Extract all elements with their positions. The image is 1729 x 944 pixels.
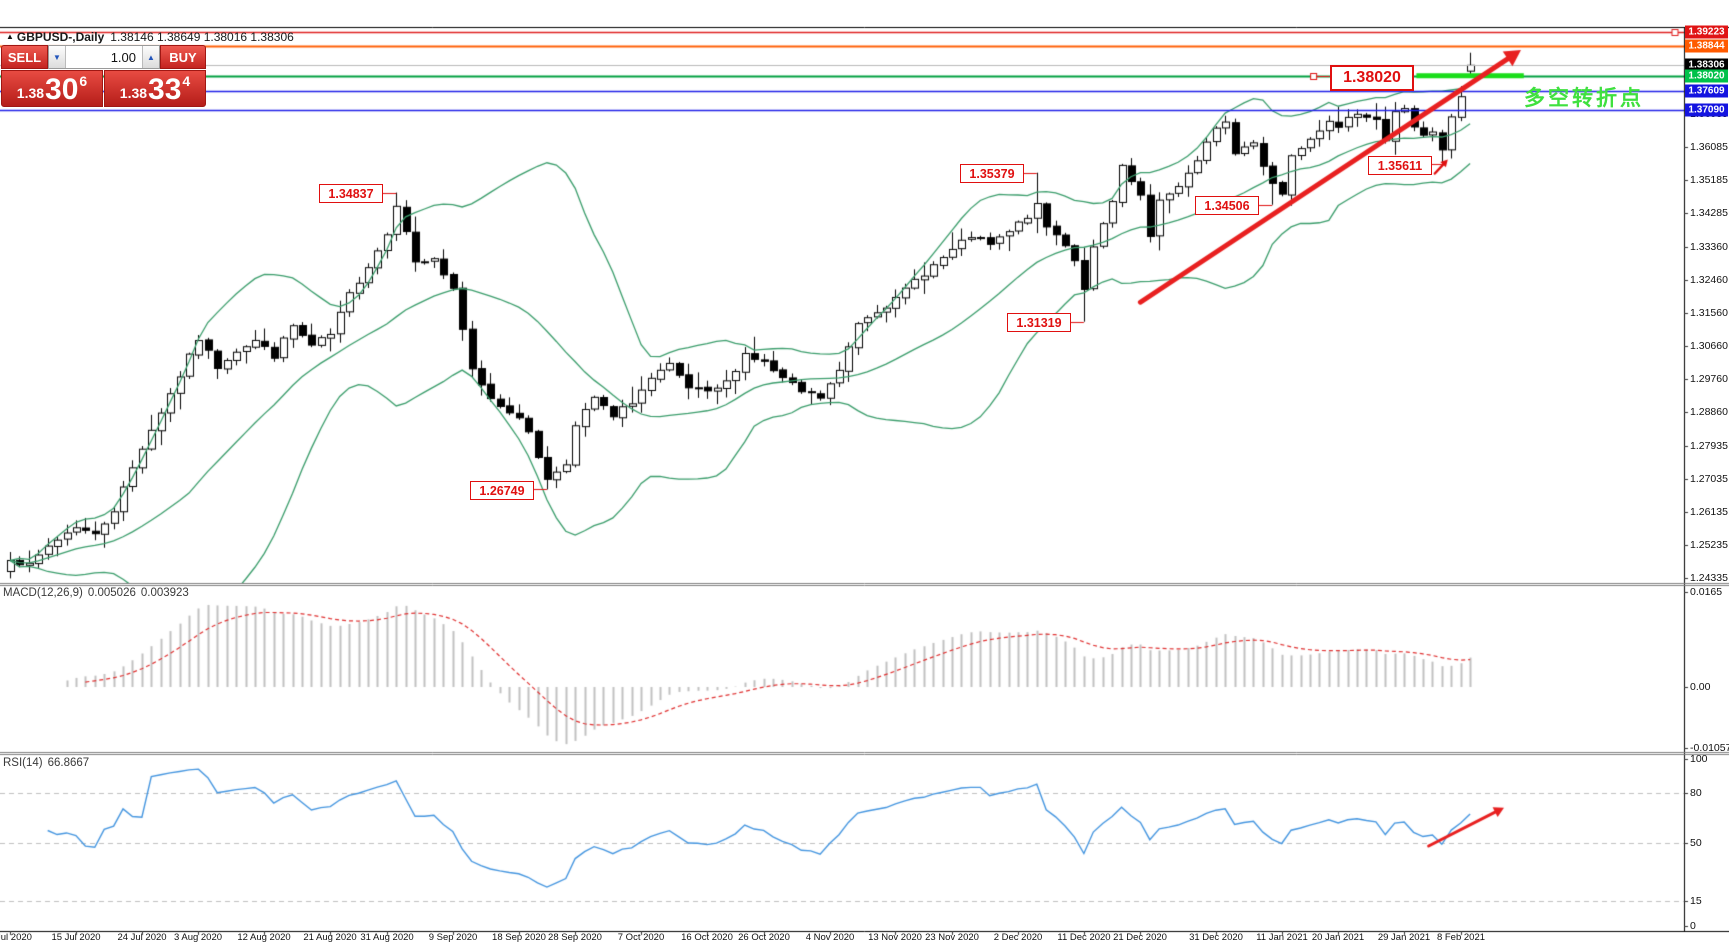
price-line-badge: 1.39223 [1685,25,1728,39]
price-axis-tick: 1.25235 [1690,539,1728,551]
price-annotation[interactable]: 1.35379 [960,164,1024,183]
price-line-badge: 1.38844 [1685,39,1728,53]
date-axis-label: 23 Nov 2020 [925,932,979,943]
buy-price[interactable]: 1.38 33 4 [104,70,206,107]
date-axis-label: 20 Jan 2021 [1311,932,1365,943]
rsi-axis-tick: 80 [1690,787,1702,799]
one-click-trading-panel: SELL ▼ 1.00 ▲ BUY 1.38 30 6 1.38 33 4 [1,45,206,107]
date-axis-label: 21 Dec 2020 [1113,932,1167,943]
price-axis-tick: 1.36085 [1690,141,1728,153]
price-annotation[interactable]: 1.31319 [1007,313,1071,332]
price-line-badge: 1.38020 [1685,69,1728,83]
macd-axis-tick: 0.0165 [1690,586,1723,598]
price-axis-tick: 1.27035 [1690,473,1728,485]
price-axis-tick: 1.35185 [1690,174,1728,186]
date-axis-label: 8 Feb 2021 [1436,932,1486,943]
rsi-label: RSI(14) 66.8667 [3,757,90,769]
date-axis-label: 29 Jan 2021 [1377,932,1431,943]
date-axis-label: 31 Aug 2020 [360,932,414,943]
price-annotation[interactable]: 1.34837 [319,184,383,203]
price-annotation[interactable]: 1.35611 [1368,156,1432,175]
price-axis-tick: 1.31560 [1690,307,1728,319]
date-axis-label: 26 Oct 2020 [738,932,790,943]
date-axis-label: 3 Aug 2020 [173,932,223,943]
price-annotation[interactable]: 1.34506 [1195,196,1259,215]
chart-title: ▲ GBPUSD-,Daily 1.38146 1.38649 1.38016 1.… [6,30,294,44]
macd-label: MACD(12,26,9) 0.005026 0.003923 [3,587,189,599]
rsi-axis-tick: 100 [1690,753,1708,765]
price-line-badge: 1.37609 [1685,84,1728,98]
chart-symbol: GBPUSD-,Daily [16,30,105,44]
date-axis-label: 31 Dec 2020 [1189,932,1243,943]
price-axis-tick: 1.28860 [1690,406,1728,418]
price-axis-tick: 1.24335 [1690,572,1728,584]
collapse-icon: ▲ [6,32,14,41]
price-line-badge: 1.37090 [1685,103,1728,117]
price-axis-tick: 1.30660 [1690,340,1728,352]
price-axis-tick: 1.32460 [1690,274,1728,286]
price-axis-tick: 1.33360 [1690,241,1728,253]
rsi-axis-tick: 50 [1690,837,1702,849]
macd-axis-tick: 0.00 [1690,681,1711,693]
volume-increase-button[interactable]: ▲ [142,46,159,68]
date-axis-label: 15 Jul 2020 [51,932,101,943]
date-axis-label: 21 Aug 2020 [303,932,357,943]
chart-note-text[interactable]: 多空转折点 [1524,87,1644,110]
date-axis-label: 16 Oct 2020 [681,932,733,943]
date-axis-label: 4 Nov 2020 [805,932,855,943]
date-axis-label: 18 Sep 2020 [492,932,546,943]
rsi-axis-tick: 15 [1690,895,1702,907]
volume-input[interactable]: 1.00 [66,46,142,68]
buy-button[interactable]: BUY [160,45,206,69]
date-axis-label: 11 Jan 2021 [1256,932,1308,943]
date-axis-label: 12 Aug 2020 [237,932,291,943]
date-axis-label: 28 Sep 2020 [548,932,602,943]
price-axis-tick: 1.26135 [1690,506,1728,518]
date-axis-label: 11 Dec 2020 [1057,932,1111,943]
price-axis-tick: 1.34285 [1690,207,1728,219]
date-axis-label: 7 Oct 2020 [617,932,665,943]
sell-button[interactable]: SELL [1,45,48,69]
sell-price[interactable]: 1.38 30 6 [1,70,103,107]
price-axis-tick: 1.27935 [1690,440,1728,452]
rsi-axis-tick: 0 [1690,920,1696,932]
date-axis-label: 24 Jul 2020 [117,932,167,943]
date-axis-label: 13 Nov 2020 [868,932,922,943]
date-axis-label: 6 Jul 2020 [0,932,32,943]
price-axis-tick: 1.29760 [1690,373,1728,385]
price-line-badge: 1.38306 [1685,58,1728,72]
volume-decrease-button[interactable]: ▼ [49,46,66,68]
date-axis-label: 9 Sep 2020 [428,932,478,943]
volume-stepper: ▼ 1.00 ▲ [48,45,160,69]
date-axis-label: 2 Dec 2020 [993,932,1043,943]
price-annotation[interactable]: 1.26749 [470,481,534,500]
price-annotation[interactable]: 1.38020 [1330,65,1414,91]
chart-ohlc: 1.38146 1.38649 1.38016 1.38306 [110,30,294,44]
